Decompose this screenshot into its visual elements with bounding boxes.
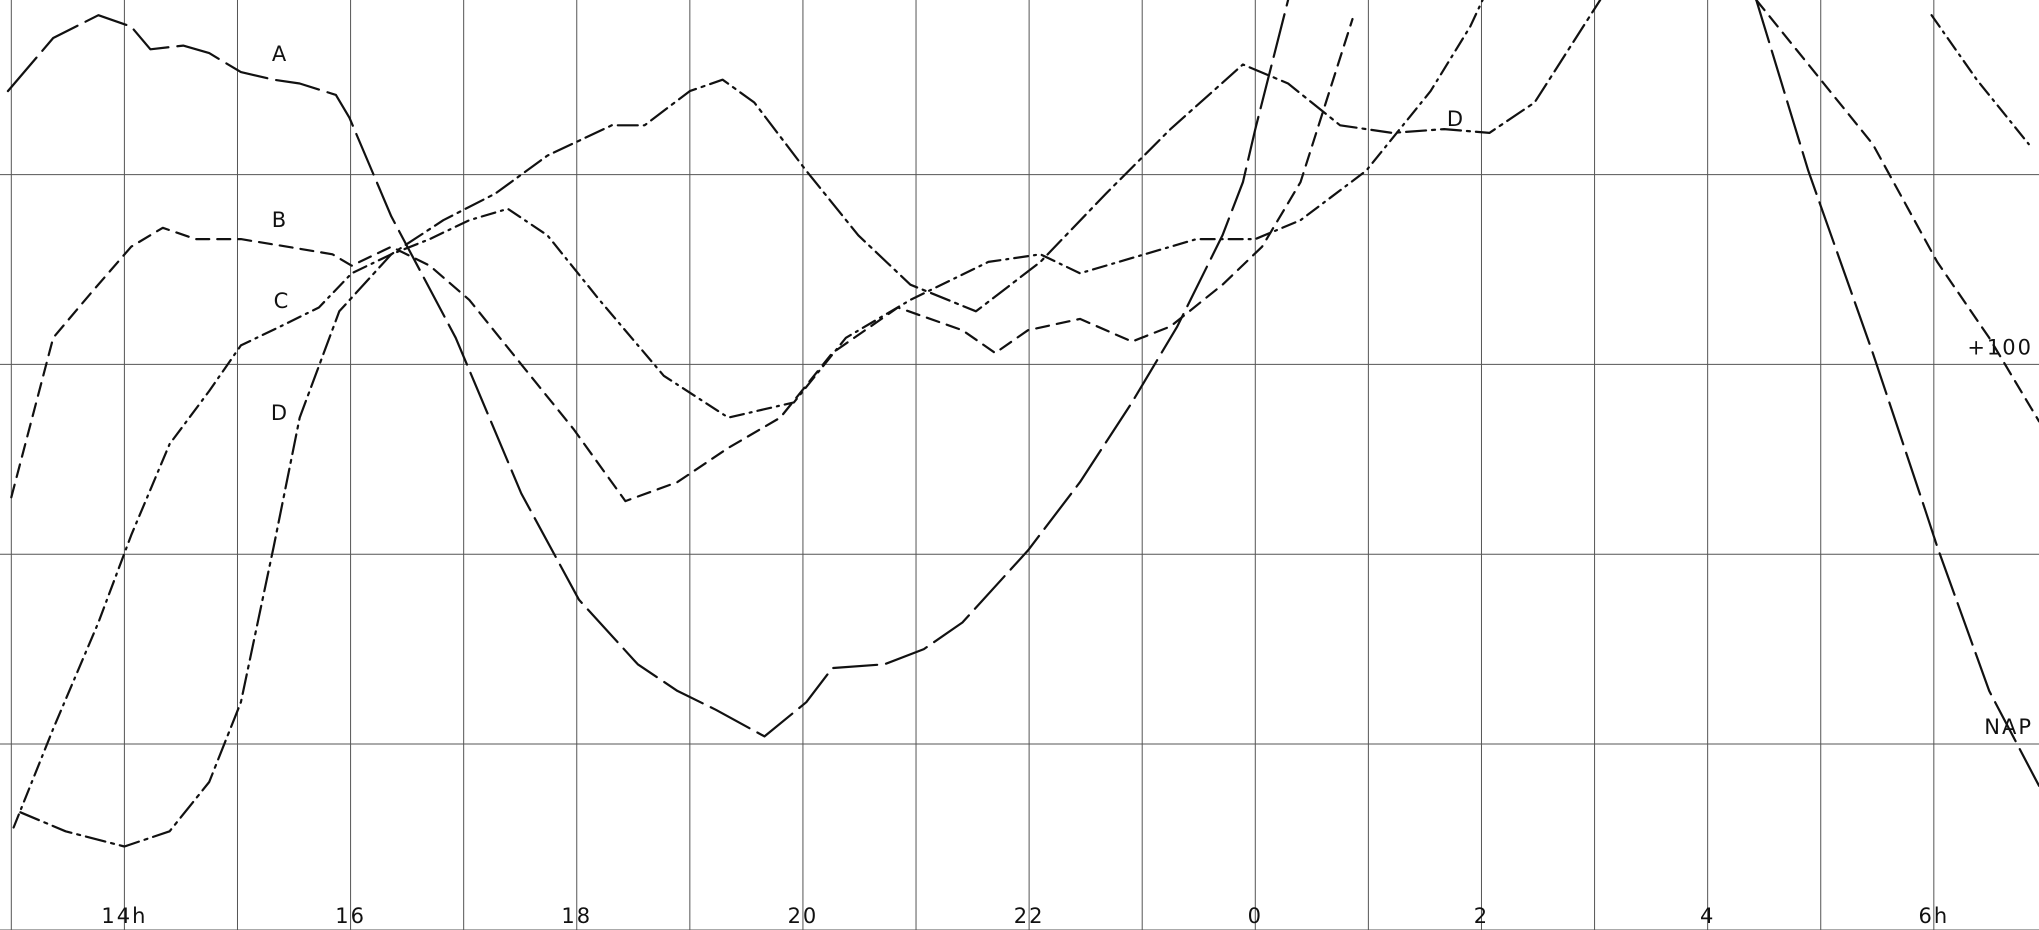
x-tick-label: 0 [1248, 904, 1263, 928]
x-tick-label: 4 [1700, 904, 1715, 928]
x-tick-label: 6h [1918, 904, 1949, 928]
x-tick-label: 18 [561, 904, 592, 928]
series-line [12, 0, 1484, 829]
x-tick-label: 16 [335, 904, 366, 928]
series-label: A [272, 42, 288, 66]
x-tick-label: 2 [1474, 904, 1489, 928]
x-tick-label: 14h [101, 904, 147, 928]
x-tick-label: 22 [1014, 904, 1045, 928]
series-line [1755, 0, 2039, 787]
series-label: B [272, 208, 288, 232]
series-label: C [274, 289, 291, 313]
series-line [6, 0, 1290, 738]
series-line [1755, 0, 2039, 423]
series-line [1930, 14, 2030, 146]
x-tick-label: 20 [788, 904, 819, 928]
series-label: D [1447, 107, 1465, 131]
series-line [19, 0, 1602, 848]
series-label: D [271, 401, 289, 425]
series-line [10, 17, 1354, 503]
